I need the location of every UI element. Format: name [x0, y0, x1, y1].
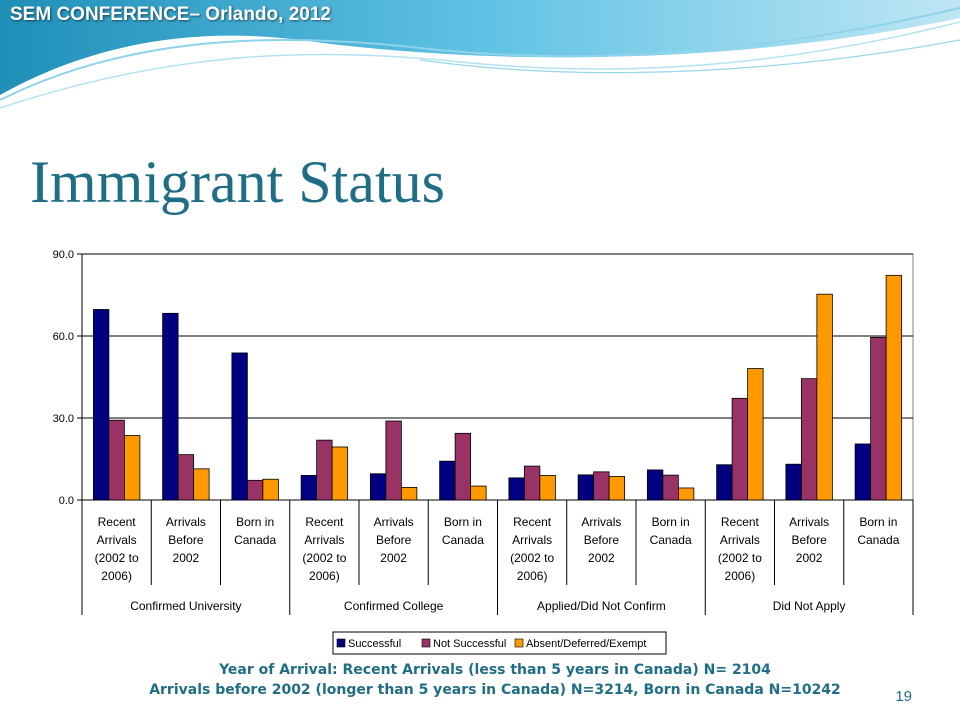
category-label: 2006): [725, 569, 756, 583]
y-tick-label: 0.0: [59, 495, 74, 507]
category-label: Canada: [650, 533, 692, 547]
category-label: 2002: [588, 551, 615, 565]
bar-absent-deferred-exempt-6: [539, 474, 556, 501]
group-label: Confirmed College: [344, 599, 444, 613]
bar-successful-6: [508, 477, 525, 501]
category-label: (2002 to: [510, 551, 554, 565]
category-label: Arrivals: [581, 515, 621, 529]
legend-swatch: [336, 638, 346, 648]
category-label: Arrivals: [789, 515, 829, 529]
header-swoosh-decoration: [0, 0, 960, 109]
bar-successful-7: [577, 474, 595, 501]
category-label: Arrivals: [304, 533, 344, 547]
category-label: (2002 to: [718, 551, 762, 565]
category-label: Arrivals: [374, 515, 414, 529]
category-label: Born in: [859, 515, 897, 529]
bar-not-successful-1: [177, 454, 195, 501]
bar-absent-deferred-exempt-4: [400, 487, 418, 501]
bar-not-successful-7: [593, 471, 610, 501]
category-label: Arrivals: [720, 533, 760, 547]
slide-title: Immigrant Status: [30, 149, 445, 215]
category-label: 2006): [309, 569, 340, 583]
footnote-line-2: Arrivals before 2002 (longer than 5 year…: [149, 682, 841, 698]
bar-successful-2: [231, 352, 248, 501]
bar-absent-deferred-exempt-9: [747, 368, 764, 501]
category-label: Recent: [513, 515, 552, 529]
category-label: Born in: [652, 515, 690, 529]
category-label: Arrivals: [512, 533, 552, 547]
group-label: Did Not Apply: [773, 599, 846, 613]
group-label: Confirmed University: [130, 599, 241, 613]
plot-area: [81, 253, 914, 501]
legend-swatch: [421, 638, 431, 648]
bar-successful-0: [92, 309, 110, 501]
bar-successful-8: [646, 469, 664, 501]
bar-successful-11: [854, 443, 872, 501]
category-label: (2002 to: [95, 551, 139, 565]
category-label: Born in: [236, 515, 274, 529]
category-label: Recent: [721, 515, 760, 529]
bar-not-successful-3: [316, 439, 333, 501]
bar-not-successful-6: [523, 465, 541, 501]
bar-successful-1: [162, 312, 179, 501]
bar-absent-deferred-exempt-1: [193, 468, 210, 501]
bar-not-successful-8: [662, 474, 679, 501]
y-tick-label: 30.0: [53, 413, 74, 425]
category-label: Arrivals: [97, 533, 137, 547]
category-label: 2002: [796, 551, 823, 565]
bar-successful-5: [439, 460, 456, 501]
category-label: Canada: [442, 533, 484, 547]
category-label: Before: [584, 533, 620, 547]
bar-successful-3: [300, 474, 318, 501]
legend-label: Not Successful: [433, 638, 506, 650]
footnote-line-1: Year of Arrival: Recent Arrivals (less t…: [219, 662, 771, 678]
category-label: Arrivals: [166, 515, 206, 529]
category-label: (2002 to: [302, 551, 346, 565]
bar-not-successful-4: [385, 420, 402, 501]
legend-label: Successful: [348, 638, 401, 650]
bar-not-successful-0: [108, 419, 125, 501]
footnote: Year of Arrival: Recent Arrivals (less t…: [0, 660, 960, 700]
category-label: 2002: [380, 551, 407, 565]
bar-absent-deferred-exempt-8: [677, 487, 695, 501]
legend-label: Absent/Deferred/Exempt: [526, 638, 646, 650]
category-label: Before: [791, 533, 827, 547]
conference-header: SEM CONFERENCE– Orlando, 2012: [10, 4, 331, 25]
category-label: Before: [168, 533, 204, 547]
category-label: Recent: [305, 515, 344, 529]
category-label: Canada: [857, 533, 899, 547]
bar-absent-deferred-exempt-2: [262, 478, 279, 501]
group-label: Applied/Did Not Confirm: [537, 599, 666, 613]
category-label: 2002: [173, 551, 200, 565]
bar-absent-deferred-exempt-11: [885, 274, 903, 501]
category-label: Born in: [444, 515, 482, 529]
bar-not-successful-9: [731, 397, 749, 501]
category-label: Before: [376, 533, 412, 547]
bar-absent-deferred-exempt-5: [470, 485, 487, 501]
legend-swatch: [514, 638, 524, 648]
y-tick-label: 90.0: [53, 249, 74, 261]
bar-not-successful-2: [246, 479, 264, 501]
category-label: Canada: [234, 533, 276, 547]
bar-not-successful-10: [800, 378, 818, 501]
bar-absent-deferred-exempt-0: [123, 435, 141, 501]
category-label: 2006): [101, 569, 132, 583]
category-label: Recent: [98, 515, 137, 529]
y-tick-label: 60.0: [53, 331, 74, 343]
bar-successful-9: [716, 464, 733, 501]
bar-not-successful-5: [454, 432, 472, 501]
bar-successful-10: [785, 463, 802, 501]
page-number: 19: [895, 688, 912, 705]
bar-successful-4: [369, 473, 387, 501]
bar-not-successful-11: [870, 336, 887, 501]
legend-box: [332, 631, 667, 655]
bar-absent-deferred-exempt-7: [608, 476, 626, 501]
bar-absent-deferred-exempt-3: [331, 446, 349, 501]
bar-absent-deferred-exempt-10: [816, 293, 833, 501]
category-label: 2006): [517, 569, 548, 583]
